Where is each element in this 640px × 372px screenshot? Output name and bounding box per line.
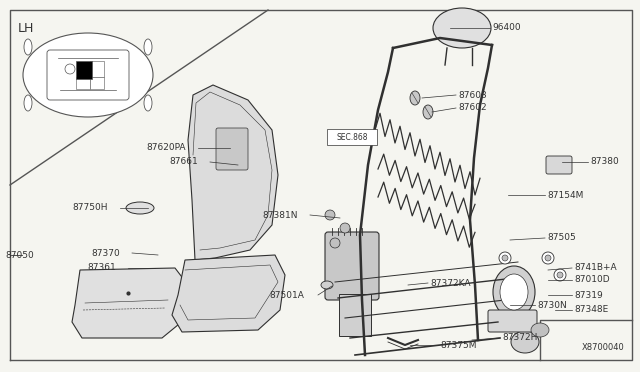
Ellipse shape: [500, 274, 528, 310]
Circle shape: [554, 269, 566, 281]
Ellipse shape: [126, 202, 154, 214]
Ellipse shape: [511, 331, 539, 353]
Text: 96400: 96400: [492, 23, 520, 32]
Text: 87501A: 87501A: [269, 291, 304, 299]
Ellipse shape: [144, 39, 152, 55]
Text: 87602: 87602: [458, 103, 486, 112]
Polygon shape: [172, 255, 285, 332]
Ellipse shape: [321, 281, 333, 289]
Text: 87372KA: 87372KA: [430, 279, 470, 288]
Bar: [90, 61, 104, 77]
Text: 8741B+A: 8741B+A: [574, 263, 616, 273]
Circle shape: [542, 252, 554, 264]
Ellipse shape: [23, 33, 153, 117]
Ellipse shape: [433, 8, 491, 48]
Circle shape: [502, 255, 508, 261]
FancyBboxPatch shape: [327, 129, 377, 145]
Polygon shape: [72, 268, 188, 338]
Text: LH: LH: [18, 22, 35, 35]
Text: 87380: 87380: [590, 157, 619, 167]
Bar: [90, 77, 104, 89]
FancyBboxPatch shape: [339, 294, 371, 336]
Text: 87505: 87505: [547, 234, 576, 243]
Circle shape: [557, 272, 563, 278]
Text: SEC.868: SEC.868: [336, 132, 368, 141]
Text: 87603: 87603: [458, 90, 487, 99]
Ellipse shape: [24, 95, 32, 111]
Text: 87661: 87661: [169, 157, 198, 167]
Text: 8730N: 8730N: [537, 301, 567, 310]
Text: 87372H: 87372H: [502, 334, 538, 343]
FancyBboxPatch shape: [546, 156, 572, 174]
Ellipse shape: [493, 266, 535, 318]
Bar: [76, 77, 90, 89]
Circle shape: [65, 64, 75, 74]
Text: 87370: 87370: [92, 248, 120, 257]
Circle shape: [545, 255, 551, 261]
Text: 87620PA: 87620PA: [147, 144, 186, 153]
FancyBboxPatch shape: [216, 128, 248, 170]
Ellipse shape: [423, 105, 433, 119]
FancyBboxPatch shape: [488, 310, 537, 332]
Text: 87154M: 87154M: [547, 190, 584, 199]
Bar: [76, 61, 92, 79]
Ellipse shape: [410, 91, 420, 105]
Text: 87319: 87319: [574, 291, 603, 299]
Circle shape: [499, 252, 511, 264]
Text: 87750H: 87750H: [72, 203, 108, 212]
Polygon shape: [188, 85, 278, 260]
Circle shape: [325, 210, 335, 220]
Circle shape: [340, 223, 350, 233]
FancyBboxPatch shape: [325, 232, 379, 300]
Text: 87010D: 87010D: [574, 276, 610, 285]
Circle shape: [330, 238, 340, 248]
Text: 87381N: 87381N: [262, 211, 298, 219]
Text: 87375M: 87375M: [440, 340, 477, 350]
Text: 87348E: 87348E: [574, 305, 608, 314]
Ellipse shape: [24, 39, 32, 55]
Text: X8700040: X8700040: [582, 343, 625, 353]
Text: 87361: 87361: [87, 263, 116, 273]
Ellipse shape: [531, 323, 549, 337]
Ellipse shape: [144, 95, 152, 111]
Text: 87050: 87050: [5, 250, 34, 260]
FancyBboxPatch shape: [47, 50, 129, 100]
